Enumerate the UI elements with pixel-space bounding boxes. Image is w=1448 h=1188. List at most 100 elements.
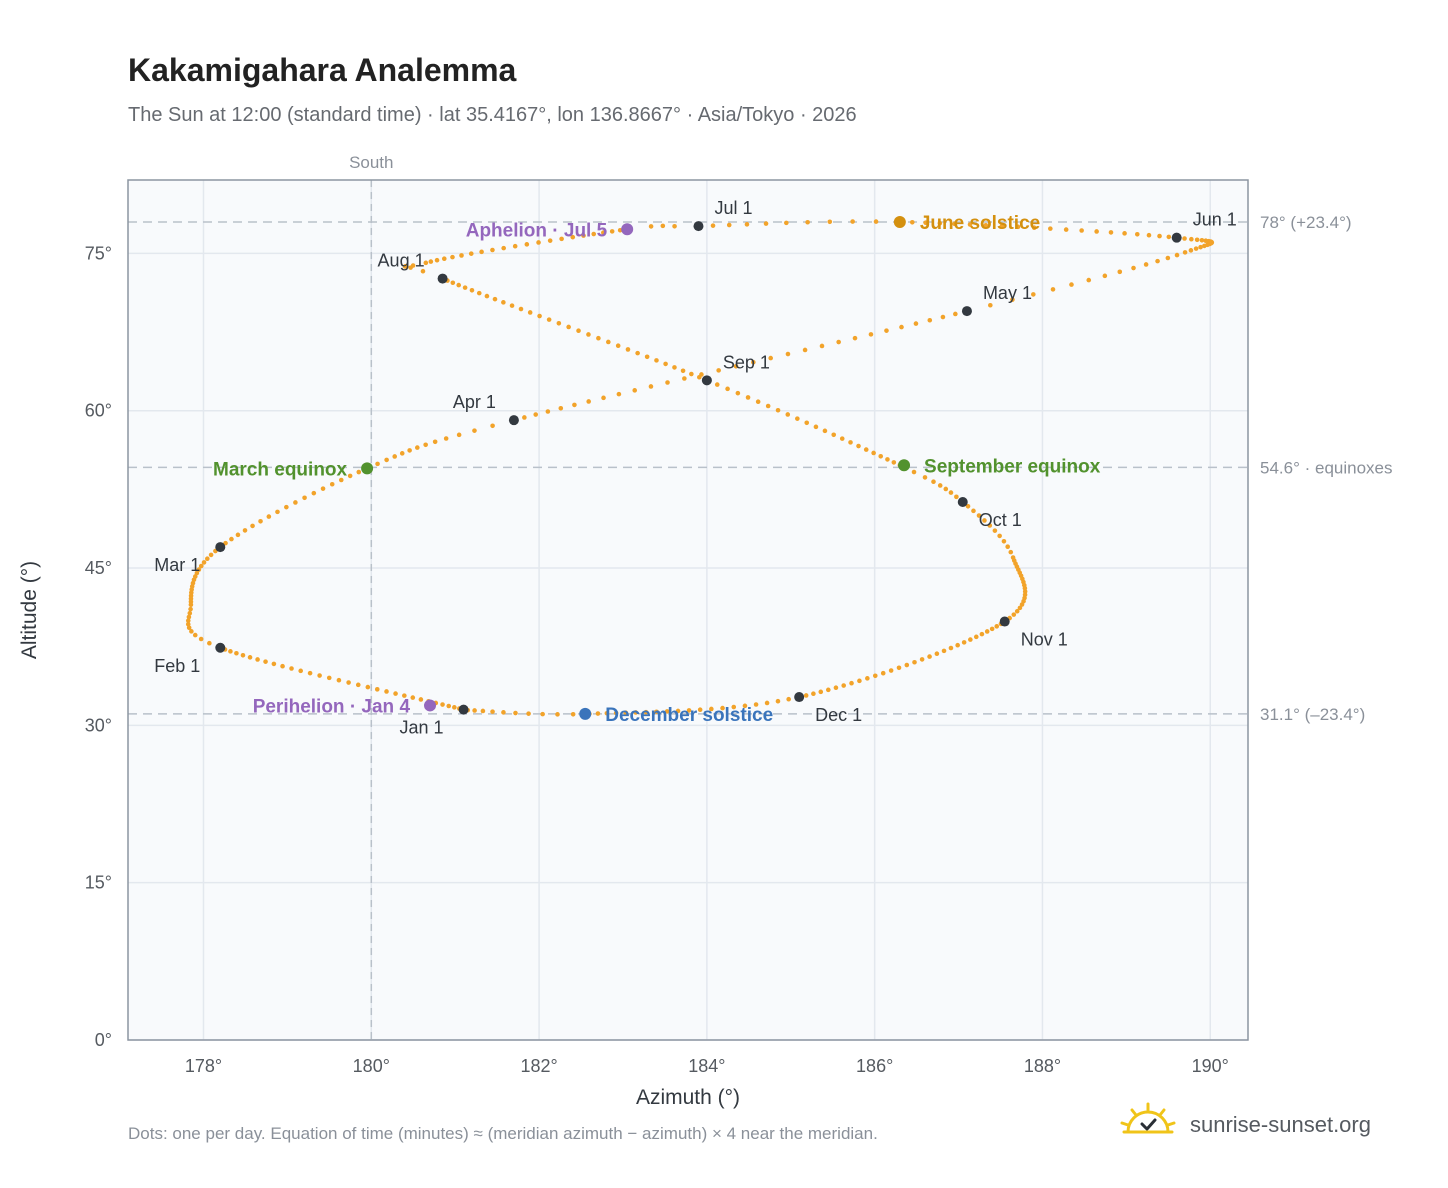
daily-dot	[764, 700, 770, 706]
event-label: Perihelion · Jan 4	[253, 696, 411, 717]
daily-dot	[326, 675, 332, 681]
daily-dot	[208, 552, 214, 558]
daily-dot	[663, 361, 668, 367]
daily-dot	[408, 265, 413, 270]
daily-dot	[1174, 252, 1180, 258]
daily-dot	[689, 371, 694, 377]
daily-dot	[188, 606, 193, 612]
daily-dot	[263, 659, 268, 664]
daily-dot	[873, 219, 879, 224]
daily-dot	[1001, 538, 1007, 544]
daily-dot	[979, 631, 985, 637]
brand[interactable]: sunrise-sunset.org	[1120, 1100, 1400, 1148]
daily-dot	[795, 416, 800, 421]
daily-dot	[635, 350, 640, 356]
month-label: Aug 1	[378, 251, 425, 271]
daily-dot	[967, 222, 973, 227]
brand-name: sunrise-sunset.org	[1190, 1112, 1371, 1137]
daily-dot	[819, 343, 825, 349]
footnote: Dots: one per day. Equation of time (min…	[128, 1124, 878, 1143]
daily-dot	[258, 518, 263, 524]
daily-dot	[522, 415, 527, 420]
month-label: May 1	[983, 283, 1032, 303]
event-marker	[361, 462, 374, 475]
daily-dot	[570, 234, 576, 240]
y-tick-label: 45°	[85, 558, 112, 578]
month-marker	[794, 692, 805, 703]
x-axis-label: Azimuth (°)	[636, 1086, 740, 1109]
daily-dot	[786, 696, 791, 702]
daily-dot	[271, 661, 277, 667]
daily-dot	[1182, 236, 1187, 241]
daily-dot	[275, 509, 280, 515]
daily-dot	[338, 477, 344, 483]
daily-dot	[393, 691, 398, 696]
daily-dot	[660, 223, 666, 229]
daily-dot	[240, 652, 246, 658]
x-tick-label: 180°	[353, 1056, 390, 1076]
daily-dot	[880, 670, 886, 676]
daily-dot	[839, 436, 845, 441]
x-tick-label: 178°	[185, 1056, 222, 1076]
daily-dot	[595, 711, 601, 716]
daily-dot	[1146, 232, 1152, 238]
daily-dot	[904, 662, 910, 668]
daily-dot	[1203, 238, 1209, 244]
daily-dot	[745, 395, 751, 400]
daily-dot	[709, 706, 714, 712]
reference-label: 31.1° (–23.4°)	[1260, 705, 1365, 724]
daily-dot	[355, 682, 361, 688]
daily-dot	[492, 296, 498, 302]
daily-dot	[317, 673, 322, 678]
month-label: Jul 1	[714, 198, 752, 218]
daily-dot	[198, 636, 204, 642]
daily-dot	[576, 328, 581, 334]
event-label: December solstice	[605, 705, 773, 726]
daily-dot	[513, 710, 518, 716]
month-label: Mar 1	[154, 555, 200, 575]
daily-dot	[479, 249, 484, 255]
daily-dot	[512, 243, 518, 249]
daily-dot	[1010, 297, 1015, 302]
daily-dot	[374, 687, 380, 692]
event-marker	[621, 223, 634, 236]
event-label: Aphelion · Jul 5	[466, 220, 608, 241]
daily-dot	[490, 709, 495, 714]
daily-dot	[872, 673, 878, 679]
daily-dot	[744, 222, 750, 227]
daily-dot	[450, 280, 456, 286]
daily-dot	[804, 420, 810, 426]
daily-dot	[941, 648, 947, 654]
daily-dot	[891, 460, 897, 465]
daily-dot	[1134, 231, 1140, 237]
daily-dot	[1194, 237, 1200, 243]
month-marker	[1171, 232, 1182, 243]
daily-dot	[822, 428, 828, 434]
daily-dot	[527, 310, 533, 315]
daily-dot	[601, 395, 606, 401]
daily-dot	[686, 708, 692, 713]
event-marker	[424, 699, 437, 712]
daily-dot	[616, 391, 622, 397]
daily-dot	[911, 469, 917, 475]
daily-dot	[818, 689, 824, 695]
daily-dot	[194, 570, 200, 576]
daily-dot	[785, 412, 791, 417]
daily-dot	[682, 376, 687, 381]
daily-dot	[923, 220, 928, 226]
daily-dot	[961, 640, 967, 645]
daily-dot	[948, 490, 954, 495]
daily-dot	[229, 536, 234, 542]
daily-dot	[441, 256, 447, 262]
daily-dot	[501, 710, 506, 715]
daily-dot	[566, 324, 571, 330]
daily-dot	[697, 374, 702, 380]
month-label: Oct 1	[979, 510, 1022, 530]
daily-dot	[558, 405, 564, 411]
daily-dot	[570, 711, 576, 717]
daily-dot	[581, 233, 586, 238]
event-marker	[898, 459, 911, 472]
daily-dot	[909, 219, 915, 225]
daily-dot	[1031, 292, 1036, 297]
